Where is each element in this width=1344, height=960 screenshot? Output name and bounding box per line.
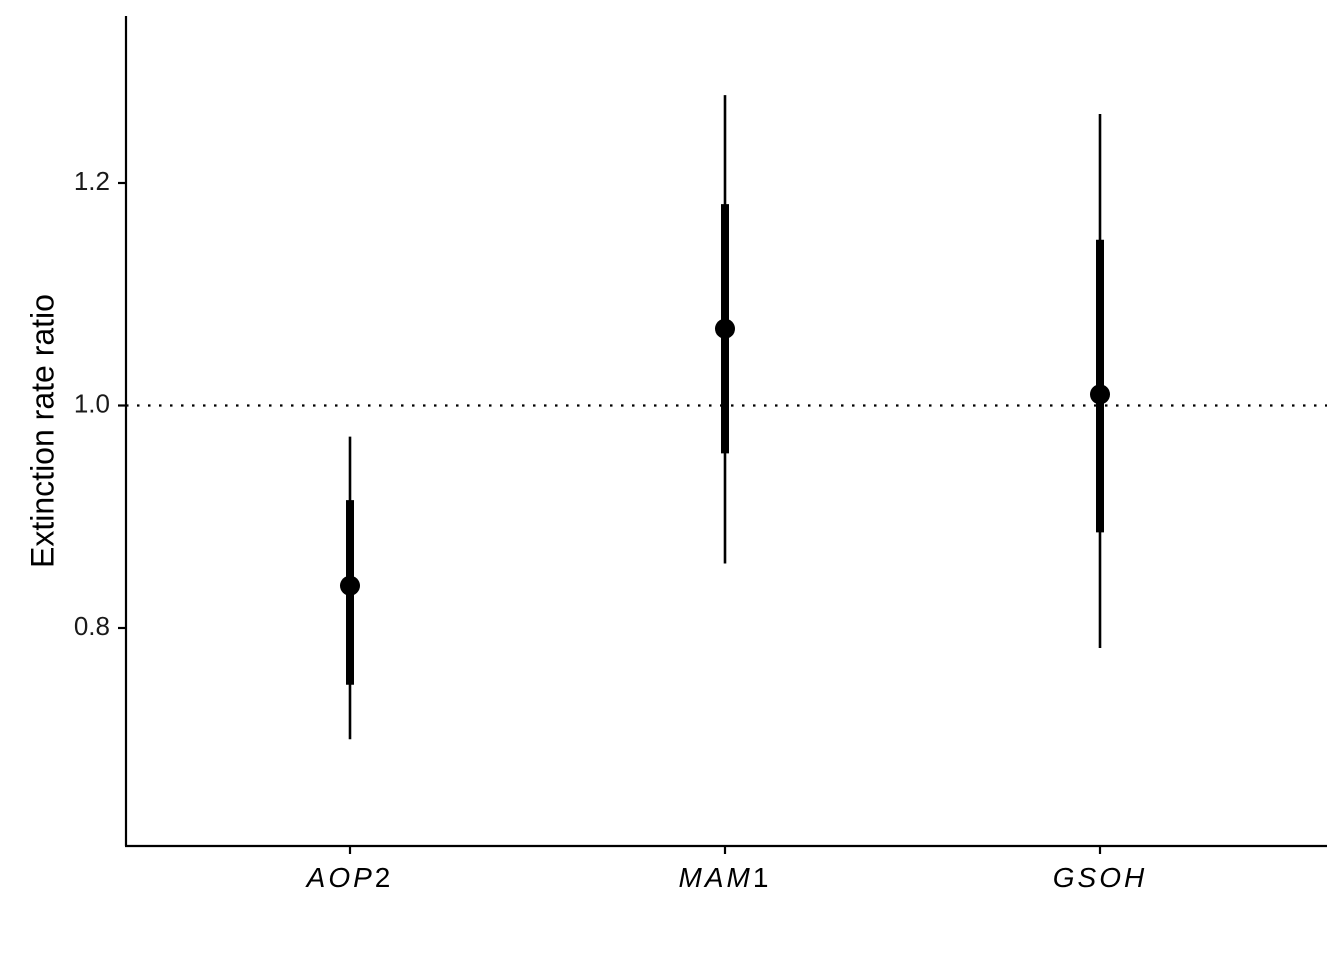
marks-layer: [340, 95, 1110, 740]
point-estimate: [340, 575, 360, 596]
y-tick-label: 0.8: [74, 611, 110, 641]
x-tick-label: GSOH: [1053, 862, 1147, 893]
x-tick-label: AOP2: [305, 862, 394, 893]
y-axis-title: Extinction rate ratio: [24, 294, 60, 568]
y-tick-label: 1.2: [74, 166, 110, 196]
point-estimate: [1090, 384, 1110, 405]
y-tick-label: 1.0: [74, 388, 110, 418]
point-estimate: [715, 318, 735, 339]
ticks-layer: 0.8 1.0 1.2 AOP2 MAM1 GSOH: [74, 166, 1147, 893]
x-tick-label: MAM1: [679, 862, 772, 893]
